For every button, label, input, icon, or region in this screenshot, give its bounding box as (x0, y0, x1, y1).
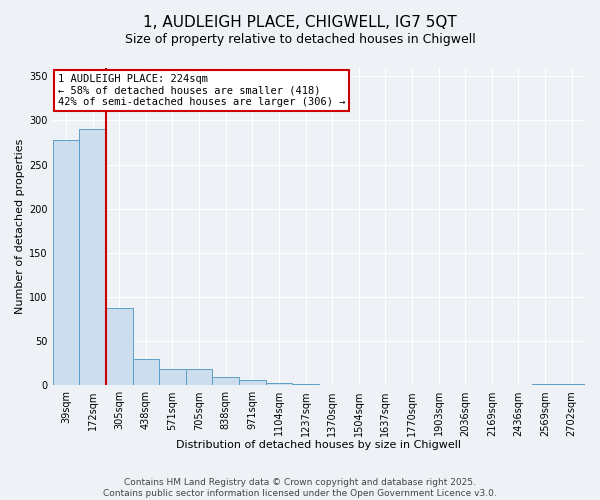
Text: Contains HM Land Registry data © Crown copyright and database right 2025.
Contai: Contains HM Land Registry data © Crown c… (103, 478, 497, 498)
Text: 1, AUDLEIGH PLACE, CHIGWELL, IG7 5QT: 1, AUDLEIGH PLACE, CHIGWELL, IG7 5QT (143, 15, 457, 30)
Bar (292, 384, 319, 386)
Text: Size of property relative to detached houses in Chigwell: Size of property relative to detached ho… (125, 32, 475, 46)
Bar (532, 384, 559, 386)
Bar (266, 382, 292, 386)
Bar (212, 378, 239, 386)
Bar (186, 370, 212, 386)
Bar (79, 130, 106, 386)
Bar (106, 308, 133, 386)
X-axis label: Distribution of detached houses by size in Chigwell: Distribution of detached houses by size … (176, 440, 461, 450)
Bar (159, 370, 186, 386)
Bar (239, 380, 266, 386)
Bar (133, 359, 159, 386)
Y-axis label: Number of detached properties: Number of detached properties (15, 138, 25, 314)
Text: 1 AUDLEIGH PLACE: 224sqm
← 58% of detached houses are smaller (418)
42% of semi-: 1 AUDLEIGH PLACE: 224sqm ← 58% of detach… (58, 74, 346, 107)
Bar (53, 140, 79, 386)
Bar (559, 384, 585, 386)
